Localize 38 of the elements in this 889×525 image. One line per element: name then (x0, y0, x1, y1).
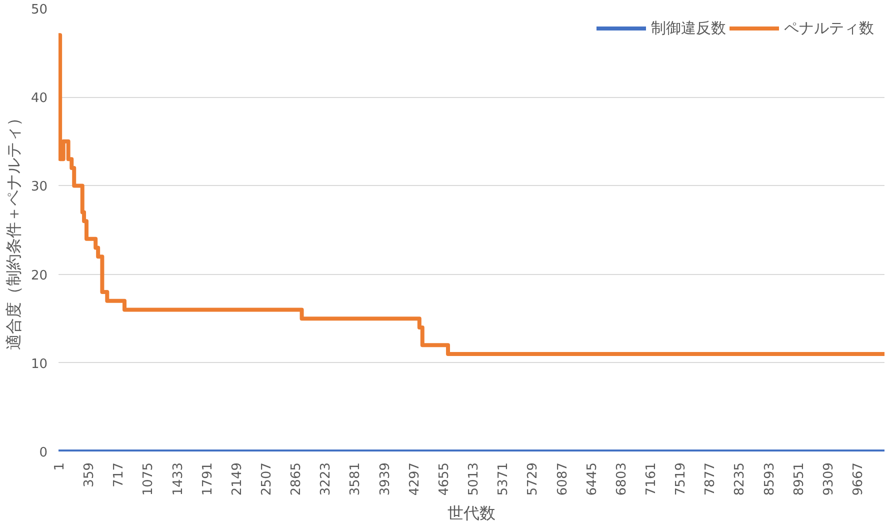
x-tick-label: 9309 (821, 462, 836, 496)
x-tick-label: 9667 (850, 462, 866, 496)
x-tick-label: 8951 (792, 462, 807, 496)
x-tick-label: 2865 (289, 462, 304, 496)
x-tick-label: 7519 (674, 462, 689, 496)
x-tick-label: 3581 (348, 462, 364, 496)
x-tick-label: 717 (112, 462, 127, 488)
x-tick-label: 2507 (260, 462, 275, 496)
x-tick-label: 1 (52, 462, 68, 471)
x-tick-label: 1433 (170, 462, 186, 496)
x-tick-label: 7161 (644, 462, 659, 496)
y-tick-label: 50 (30, 2, 48, 18)
y-tick-label: 10 (30, 356, 48, 372)
legend-label: ペナルティ数 (784, 18, 874, 38)
y-tick-label: 30 (30, 180, 48, 195)
x-tick-label: 2149 (230, 462, 245, 496)
y-tick-label: 0 (39, 446, 48, 460)
y-tick-label: 20 (30, 268, 48, 284)
x-tick-label: 8593 (762, 462, 778, 496)
x-tick-label: 3223 (318, 462, 334, 496)
x-tick-label: 8235 (732, 462, 748, 496)
x-tick-label: 1791 (200, 462, 216, 496)
y-axis-title: 適合度（制約条件＋ペナルティ） (4, 110, 23, 350)
legend-label: 制御違反数 (651, 18, 726, 38)
x-tick-label: 1075 (141, 462, 156, 496)
x-axis-title: 世代数 (448, 504, 496, 523)
x-tick-label: 359 (82, 462, 98, 488)
x-tick-label: 5013 (466, 462, 482, 496)
x-tick-label: 3939 (378, 462, 393, 496)
x-tick-label: 6445 (584, 462, 600, 496)
x-tick-label: 5729 (526, 462, 541, 496)
x-tick-label: 4655 (436, 462, 452, 496)
x-tick-label: 4297 (407, 462, 422, 496)
x-tick-label: 7877 (703, 462, 718, 496)
y-tick-label: 40 (30, 91, 48, 106)
x-tick-label: 6087 (555, 462, 570, 496)
x-tick-label: 6803 (614, 462, 630, 496)
x-tick-label: 5371 (496, 462, 512, 496)
